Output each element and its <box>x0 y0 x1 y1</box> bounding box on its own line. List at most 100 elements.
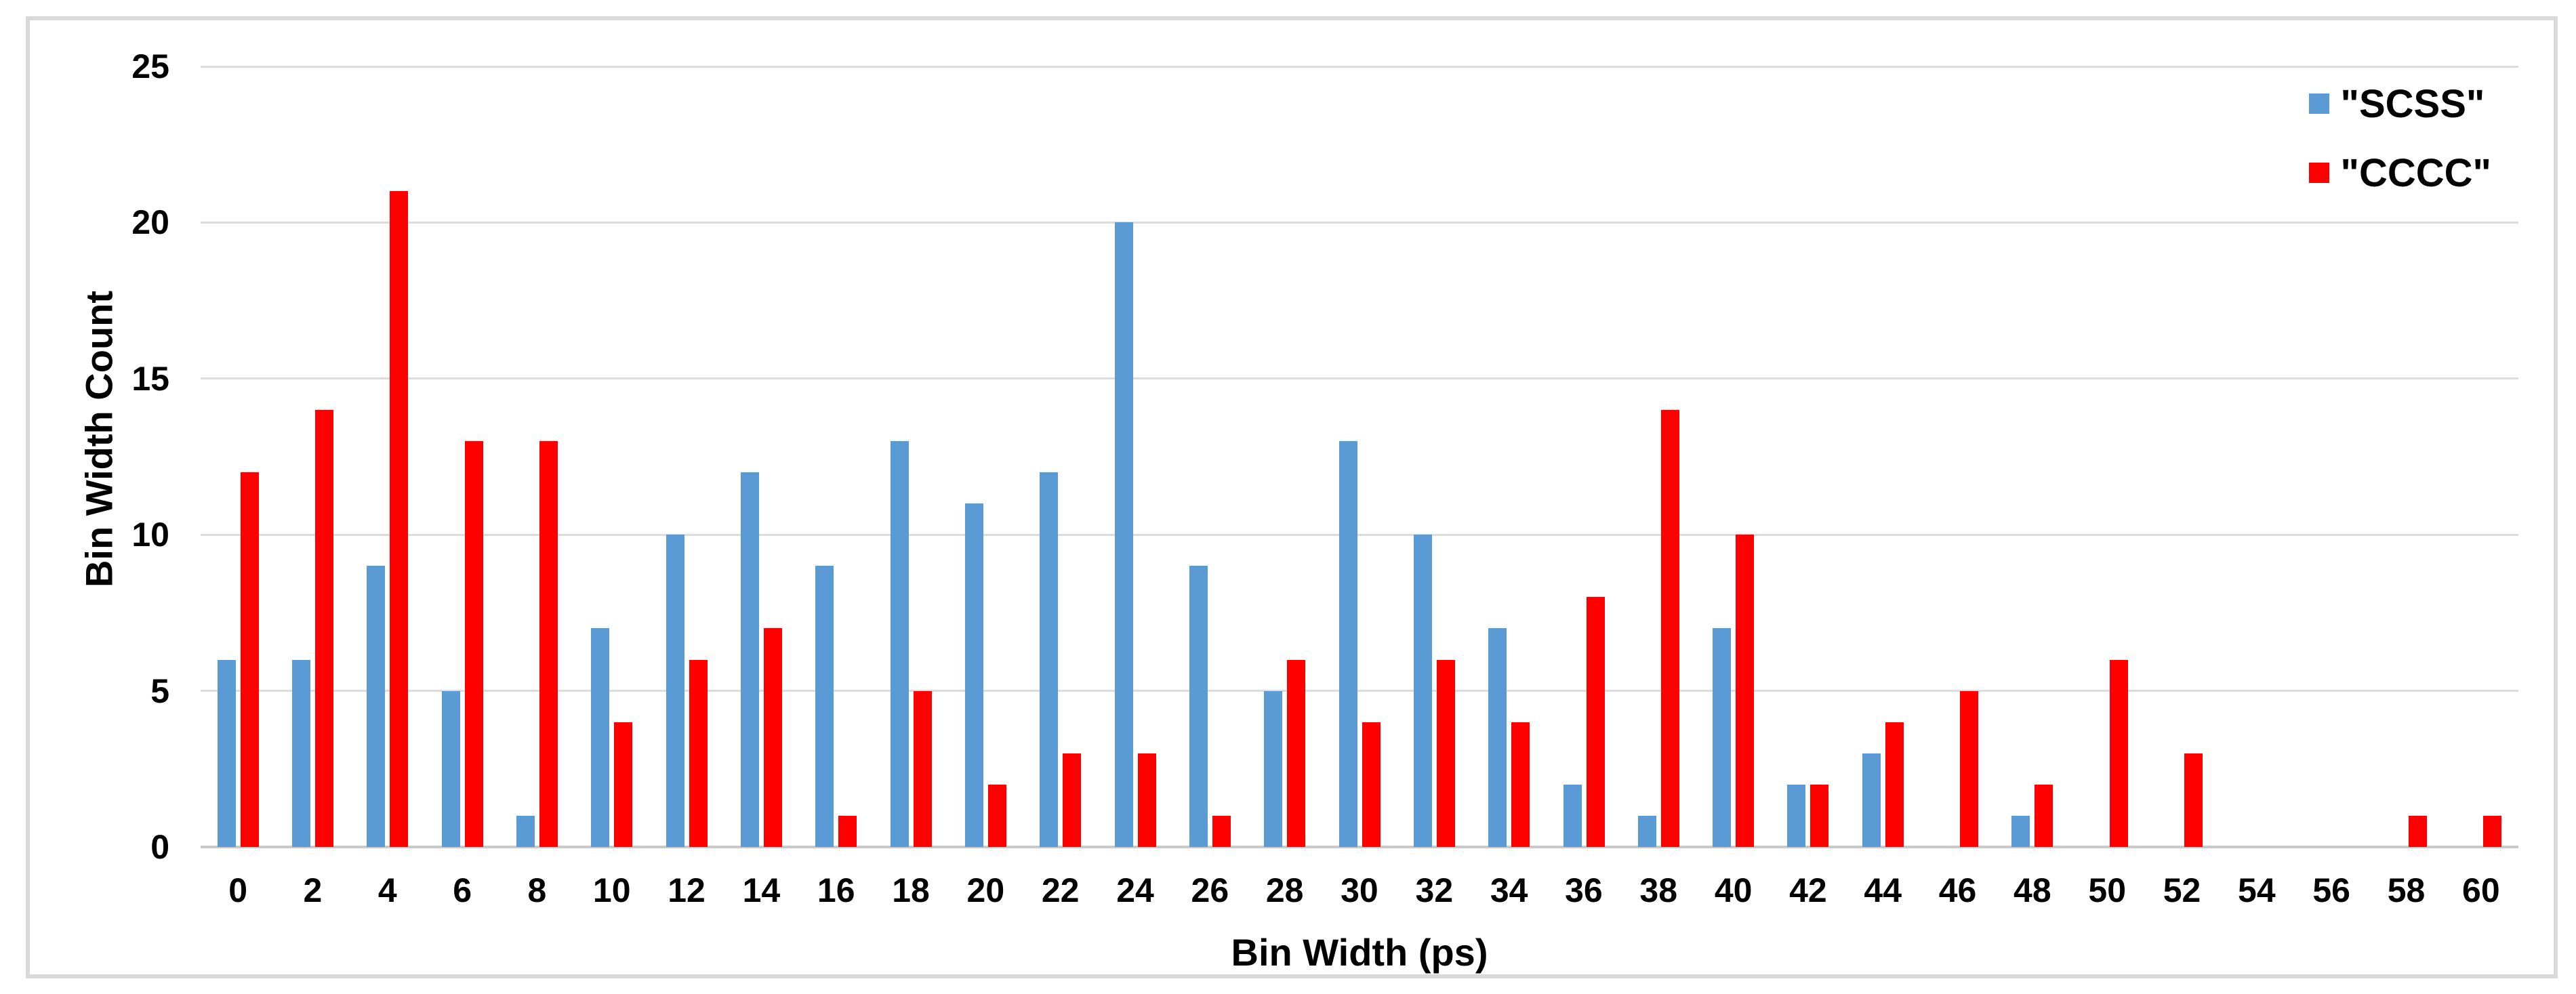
gridline <box>201 690 2518 692</box>
legend-swatch <box>2309 94 2330 114</box>
x-axis-line <box>201 846 2518 848</box>
bar-scss-bin-30 <box>1338 441 1357 847</box>
bar-cccc-bin-40 <box>1736 535 1755 847</box>
bar-cccc-bin-58 <box>2409 815 2427 847</box>
gridline <box>201 377 2518 379</box>
x-tick-label: 26 <box>1191 871 1229 909</box>
bar-scss-bin-18 <box>890 441 909 847</box>
bar-cccc-bin-28 <box>1287 659 1306 847</box>
bar-cccc-bin-36 <box>1586 597 1605 847</box>
bar-cccc-bin-8 <box>539 441 558 847</box>
bar-cccc-bin-0 <box>240 472 259 847</box>
bar-scss-bin-42 <box>1787 784 1806 847</box>
legend-item: "SCSS" <box>2309 81 2491 126</box>
x-tick-label: 54 <box>2238 871 2276 909</box>
bar-cccc-bin-30 <box>1362 722 1381 847</box>
bar-cccc-bin-14 <box>763 628 782 847</box>
x-tick-label: 14 <box>742 871 781 909</box>
bar-scss-bin-16 <box>815 566 834 847</box>
bar-cccc-bin-60 <box>2483 815 2502 847</box>
bar-cccc-bin-10 <box>614 722 633 847</box>
bar-scss-bin-40 <box>1713 628 1732 847</box>
x-tick-label: 6 <box>453 871 472 909</box>
x-tick-label: 24 <box>1116 871 1154 909</box>
bar-cccc-bin-38 <box>1660 409 1679 847</box>
y-tick-label: 5 <box>150 672 169 710</box>
x-tick-label: 20 <box>966 871 1005 909</box>
x-tick-label: 30 <box>1341 871 1378 909</box>
legend: "SCSS" "CCCC" <box>2309 81 2491 220</box>
bar-scss-bin-10 <box>591 628 610 847</box>
chart-frame: Bin Width Count 0 5 10 15 20 25 0 2 4 6 8 10 12 14 16… <box>26 16 2558 978</box>
bar-cccc-bin-6 <box>464 441 483 847</box>
x-tick-label: 0 <box>228 871 248 909</box>
bar-cccc-bin-12 <box>689 659 708 847</box>
x-tick-label: 22 <box>1041 871 1080 909</box>
bar-cccc-bin-52 <box>2184 753 2203 847</box>
x-tick-label: 8 <box>527 871 547 909</box>
legend-swatch <box>2309 163 2330 183</box>
y-tick-label: 15 <box>131 360 169 398</box>
bar-scss-bin-38 <box>1637 815 1656 847</box>
y-tick-label: 20 <box>131 203 169 241</box>
x-tick-label: 56 <box>2312 871 2350 909</box>
x-tick-label: 2 <box>303 871 323 909</box>
bar-scss-bin-8 <box>516 815 535 847</box>
y-tick-label: 10 <box>131 516 169 554</box>
x-tick-label: 10 <box>592 871 631 909</box>
bar-cccc-bin-24 <box>1137 753 1156 847</box>
legend-label: "SCSS" <box>2340 81 2485 126</box>
bar-cccc-bin-34 <box>1511 722 1530 847</box>
y-tick-label: 0 <box>150 828 169 866</box>
bar-scss-bin-0 <box>217 659 236 847</box>
bar-cccc-bin-20 <box>987 784 1006 847</box>
bar-scss-bin-34 <box>1488 628 1507 847</box>
bar-scss-bin-22 <box>1040 472 1059 847</box>
bar-scss-bin-44 <box>1862 753 1881 847</box>
plot-area <box>201 66 2518 848</box>
gridline <box>201 66 2518 68</box>
x-tick-label: 36 <box>1565 871 1603 909</box>
bar-scss-bin-32 <box>1413 535 1432 847</box>
bar-scss-bin-24 <box>1114 222 1133 847</box>
bar-cccc-bin-48 <box>2035 784 2053 847</box>
bar-scss-bin-14 <box>740 472 759 847</box>
bar-scss-bin-20 <box>964 503 983 847</box>
x-tick-label: 52 <box>2163 871 2201 909</box>
bar-cccc-bin-44 <box>1885 722 1904 847</box>
x-tick-label: 32 <box>1415 871 1454 909</box>
x-tick-label: 48 <box>2013 871 2051 909</box>
x-tick-label: 44 <box>1864 871 1902 909</box>
y-tick-label: 25 <box>131 47 169 85</box>
bar-scss-bin-2 <box>292 659 310 847</box>
gridline <box>201 222 2518 224</box>
bar-scss-bin-6 <box>441 690 460 847</box>
bar-cccc-bin-26 <box>1212 815 1231 847</box>
gridline <box>201 534 2518 536</box>
x-tick-label: 12 <box>668 871 706 909</box>
bar-scss-bin-48 <box>2011 815 2030 847</box>
bar-cccc-bin-18 <box>913 690 932 847</box>
bar-cccc-bin-46 <box>1960 690 1979 847</box>
bar-cccc-bin-16 <box>838 815 857 847</box>
x-tick-label: 4 <box>377 871 397 909</box>
x-tick-label: 42 <box>1789 871 1827 909</box>
x-tick-label: 40 <box>1714 871 1753 909</box>
bar-cccc-bin-4 <box>390 191 409 847</box>
bar-scss-bin-12 <box>666 535 684 847</box>
legend-item: "CCCC" <box>2309 150 2491 195</box>
x-tick-label: 18 <box>892 871 930 909</box>
bar-cccc-bin-2 <box>315 409 333 847</box>
x-tick-label: 60 <box>2462 871 2500 909</box>
x-tick-label: 16 <box>817 871 855 909</box>
bar-scss-bin-28 <box>1264 690 1283 847</box>
legend-label: "CCCC" <box>2340 150 2491 195</box>
x-tick-label: 46 <box>1938 871 1977 909</box>
x-tick-label: 58 <box>2387 871 2426 909</box>
bar-scss-bin-4 <box>367 566 386 847</box>
bar-scss-bin-36 <box>1563 784 1582 847</box>
x-tick-label: 28 <box>1265 871 1304 909</box>
bar-cccc-bin-42 <box>1810 784 1829 847</box>
bar-cccc-bin-32 <box>1436 659 1455 847</box>
x-tick-label: 38 <box>1639 871 1678 909</box>
